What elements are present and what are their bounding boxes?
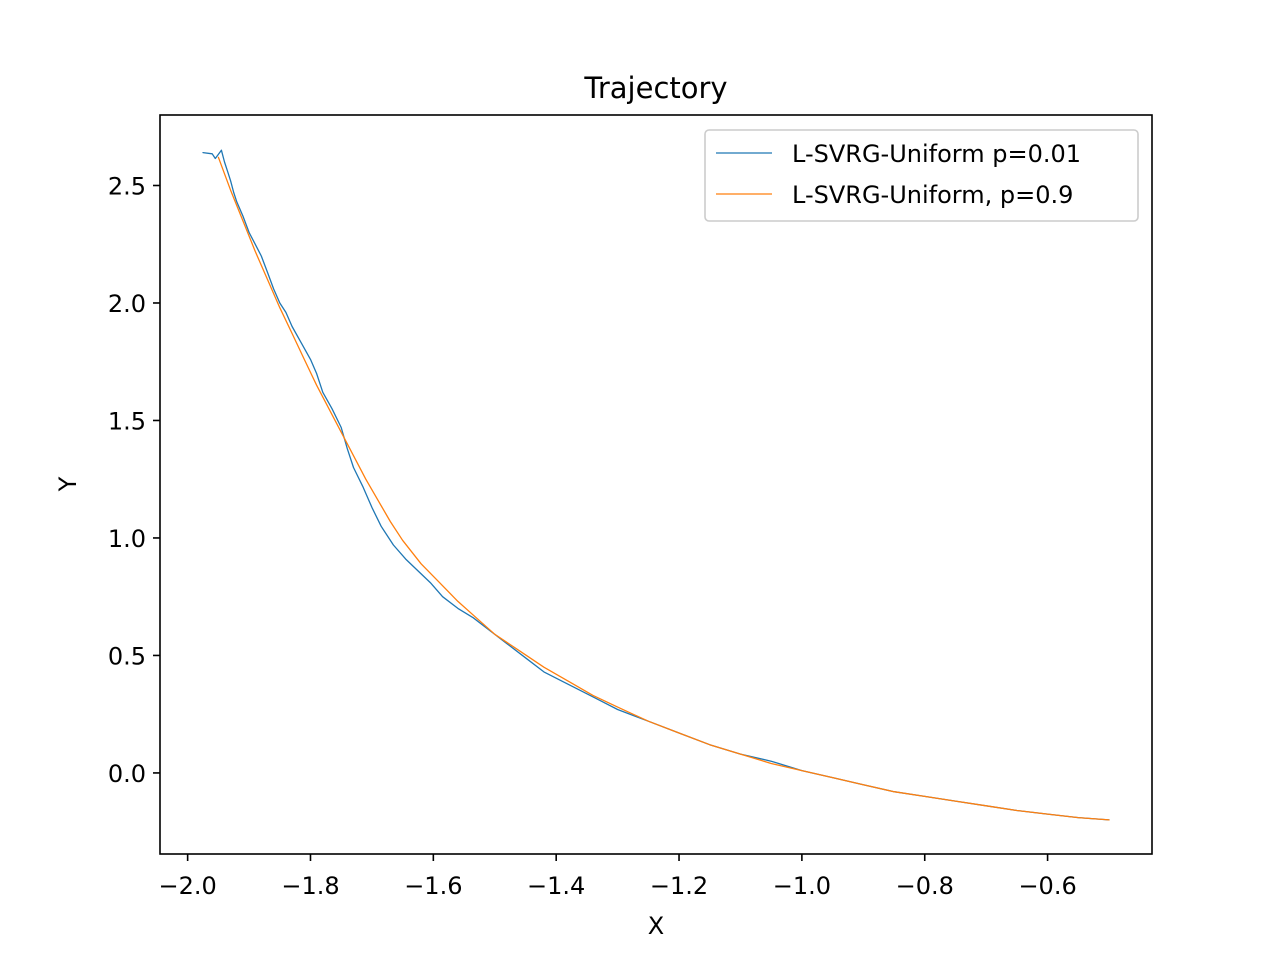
x-tick-label: −1.4 bbox=[527, 872, 585, 900]
legend-frame bbox=[704, 129, 1139, 222]
x-tick-label: −2.0 bbox=[159, 872, 217, 900]
y-tick-label: 1.0 bbox=[108, 525, 146, 553]
series-line-2 bbox=[217, 156, 1110, 821]
plot-frame bbox=[159, 114, 1153, 855]
x-tick-label: −1.8 bbox=[281, 872, 339, 900]
legend: L-SVRG-Uniform p=0.01 L-SVRG-Uniform, p=0… bbox=[704, 129, 1139, 222]
x-tick-label: −1.6 bbox=[404, 872, 462, 900]
y-tick-label: 0.0 bbox=[108, 760, 146, 788]
y-tick-label: 2.5 bbox=[108, 172, 146, 200]
x-axis-label: X bbox=[648, 912, 664, 940]
x-axis-ticks: −2.0 −1.8 −1.6 −1.4 −1.2 −1.0 −0.8 −0.6 bbox=[159, 854, 1077, 900]
chart-title: Trajectory bbox=[583, 71, 727, 105]
legend-label-1: L-SVRG-Uniform p=0.01 bbox=[792, 140, 1081, 168]
y-tick-label: 2.0 bbox=[108, 290, 146, 318]
x-tick-label: −1.0 bbox=[773, 872, 831, 900]
x-tick-label: −0.6 bbox=[1018, 872, 1076, 900]
series-layer bbox=[202, 149, 1110, 821]
y-axis-label: Y bbox=[54, 476, 82, 492]
y-tick-label: 1.5 bbox=[108, 407, 146, 435]
x-tick-label: −1.2 bbox=[650, 872, 708, 900]
legend-label-2: L-SVRG-Uniform, p=0.9 bbox=[792, 181, 1073, 209]
x-tick-label: −0.8 bbox=[896, 872, 954, 900]
y-axis-ticks: 0.0 0.5 1.0 1.5 2.0 2.5 bbox=[108, 172, 160, 788]
y-tick-label: 0.5 bbox=[108, 642, 146, 670]
